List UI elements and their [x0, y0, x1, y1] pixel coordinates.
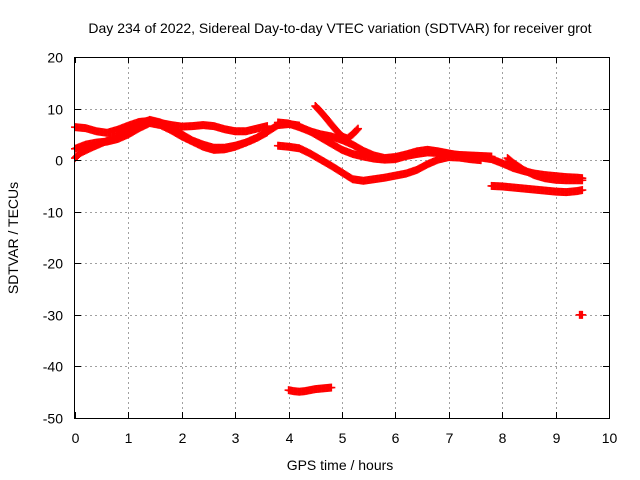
y-tick-label: 20 — [47, 50, 63, 66]
plot-area-frame — [74, 57, 610, 419]
x-axis-label: GPS time / hours — [287, 457, 394, 473]
chart-title: Day 234 of 2022, Sidereal Day-to-day VTE… — [88, 20, 591, 36]
x-tick-label: 7 — [446, 430, 454, 446]
y-tick-label: -40 — [43, 359, 63, 375]
data-point — [487, 152, 496, 161]
x-tick-label: 4 — [286, 430, 294, 446]
data-point — [263, 122, 272, 131]
y-tick-label: 0 — [55, 153, 63, 169]
series-track-10 — [284, 383, 336, 396]
series-track-8 — [503, 154, 587, 185]
x-tick-label: 5 — [339, 430, 347, 446]
y-axis-label: SDTVAR / TECUs — [5, 182, 21, 294]
y-tick-label: -20 — [43, 256, 63, 272]
series-track-6 — [295, 122, 496, 164]
data-point — [578, 176, 587, 185]
data-point — [578, 310, 587, 319]
x-tick-label: 6 — [392, 430, 400, 446]
data-point — [354, 124, 363, 133]
series-track-11 — [575, 310, 587, 319]
x-tick-label: 0 — [72, 430, 80, 446]
x-tick-label: 9 — [553, 430, 561, 446]
series-track-5 — [273, 141, 485, 185]
series-track-7 — [311, 101, 363, 143]
data-points-layer — [71, 101, 587, 396]
data-point-fill — [353, 125, 362, 134]
grid-layer — [75, 57, 609, 418]
y-tick-label: -50 — [43, 411, 63, 427]
data-point — [578, 186, 587, 195]
series-track-9 — [487, 181, 587, 197]
x-tick-label: 3 — [232, 430, 240, 446]
y-tick-label: 10 — [47, 102, 63, 118]
x-tick-label: 1 — [125, 430, 133, 446]
tick-labels: 0 1 2 3 4 5 6 7 8 9 10 20 10 0 -10 -20 -30 -40 -50 — [43, 50, 618, 447]
data-point — [327, 383, 336, 392]
x-tick-label: 8 — [499, 430, 507, 446]
x-tick-label: 2 — [179, 430, 187, 446]
y-tick-label: -10 — [43, 205, 63, 221]
y-tick-label: -30 — [43, 308, 63, 324]
x-tick-label: 10 — [602, 430, 618, 446]
